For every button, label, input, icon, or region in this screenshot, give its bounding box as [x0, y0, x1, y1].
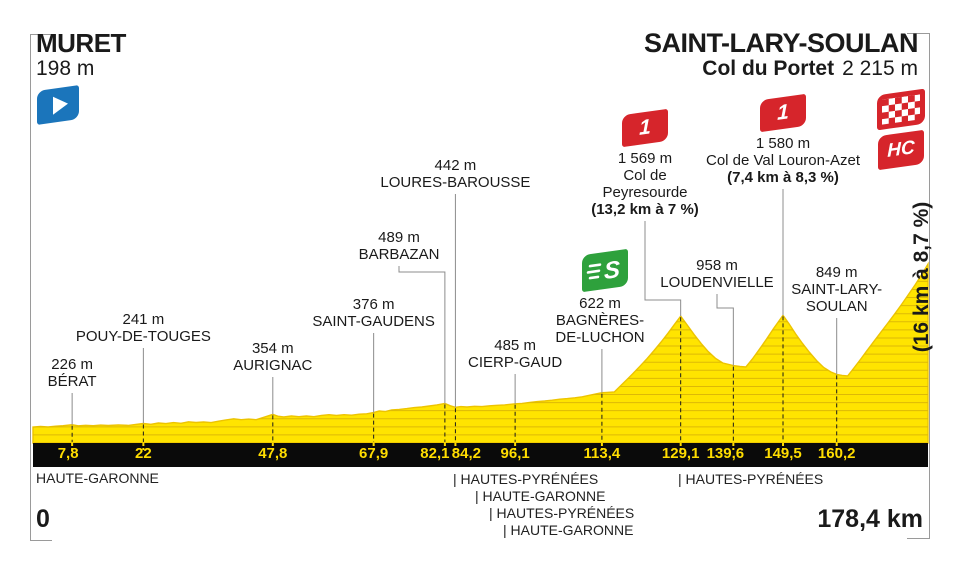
waypoint-label: 1 580 m Col de Val Louron-Azet (7,4 km à 8… — [706, 135, 860, 186]
department-label: HAUTE-GARONNE — [36, 470, 159, 486]
waypoint-text: BAGNÈRES- — [555, 312, 645, 329]
km-tick-label: 139,6 — [706, 445, 745, 462]
km-tick-label: 113,4 — [583, 445, 621, 462]
bottom-right-bracket-arm — [907, 538, 930, 539]
waypoint-text: CIERP-GAUD — [468, 354, 563, 371]
top-right-bracket-arm — [907, 33, 930, 34]
finish-elevation: 2 215 m — [842, 57, 918, 80]
km-tick-label: 96,1 — [500, 445, 530, 462]
waypoint-label: 442 m LOURES-BAROUSSE — [380, 157, 530, 191]
waypoint-text: 442 m — [434, 157, 477, 174]
department-label: | HAUTES-PYRÉNÉES — [489, 505, 635, 521]
climb-gradient-text: (7,4 km à 8,3 %) — [727, 169, 839, 186]
km-tick-label: 47,8 — [258, 445, 288, 462]
waypoint-label: 958 m LOUDENVIELLE — [660, 257, 773, 291]
waypoint-text: 1 569 m — [617, 150, 673, 167]
waypoint-label: 485 m CIERP-GAUD — [468, 337, 562, 371]
department-label: | HAUTES-PYRÉNÉES — [678, 471, 824, 487]
km-axis-bar — [33, 443, 928, 467]
km-tick-label: 67,9 — [359, 445, 389, 462]
start-elevation: 198 m — [36, 57, 95, 80]
waypoint-text: SOULAN — [805, 298, 868, 315]
waypoint-label: 849 m SAINT-LARY- SOULAN — [791, 264, 882, 315]
waypoint-text: 1 580 m — [755, 135, 811, 152]
left-bracket-line — [30, 34, 31, 541]
department-label: | HAUTES-PYRÉNÉES — [453, 471, 599, 487]
waypoint-label: 241 m POUY-DE-TOUGES — [76, 311, 211, 345]
waypoint-text: LOUDENVIELLE — [660, 274, 774, 291]
waypoint-text: AURIGNAC — [233, 357, 313, 374]
sprint-icon: S — [586, 256, 620, 285]
km-start-label: 0 — [36, 505, 50, 533]
top-left-bracket-arm — [30, 34, 52, 35]
right-bracket-line — [929, 33, 930, 539]
waypoint-text: 849 m — [815, 264, 858, 281]
finish-header: SAINT-LARY-SOULAN Col du Portet 2 215 m — [644, 28, 919, 81]
department-label: | HAUTE-GARONNE — [475, 488, 606, 504]
finish-location: Col du Portet — [702, 57, 835, 80]
waypoint-text: 354 m — [251, 340, 294, 357]
waypoint-text: Col de — [623, 167, 667, 184]
km-tick-label: 160,2 — [817, 445, 856, 462]
waypoint-text: 485 m — [494, 337, 536, 354]
waypoint-text: 226 m — [51, 356, 93, 373]
category-1-badge: 1 — [760, 93, 806, 133]
waypoint-text: 958 m — [696, 257, 738, 274]
waypoint-text: LOURES-BAROUSSE — [380, 174, 531, 191]
svg-text:S: S — [604, 256, 620, 285]
waypoint-text: SAINT-LARY- — [791, 281, 883, 298]
sprint-badge: S — [582, 248, 628, 293]
km-tick-label: 84,2 — [451, 445, 482, 462]
waypoint-label: 226 m BÉRAT — [48, 356, 97, 390]
km-tick-label: 22 — [135, 445, 152, 462]
km-tick-label: 149,5 — [764, 445, 802, 462]
waypoint-label: 376 m SAINT-GAUDENS — [312, 296, 435, 330]
waypoint-label: 354 m AURIGNAC — [233, 340, 312, 374]
waypoint-text: 241 m — [122, 311, 165, 328]
elevation-area — [32, 261, 929, 444]
waypoint-label: 622 m BAGNÈRES- DE-LUCHON — [555, 295, 644, 346]
category-1-badge: 1 — [622, 108, 668, 148]
km-tick-label: 82,1 — [420, 445, 450, 462]
waypoint-text: 622 m — [579, 295, 621, 312]
department-label: | HAUTE-GARONNE — [503, 522, 634, 538]
waypoint-label: 489 m BARBAZAN — [359, 229, 440, 263]
waypoint-text: Col de Val Louron-Azet — [706, 152, 860, 169]
waypoint-label: 1 569 m Col de Peyresourde (13,2 km à 7 %) — [591, 150, 699, 218]
waypoint-text: Peyresourde — [602, 184, 688, 201]
start-name: MURET — [36, 28, 126, 58]
finish-name: SAINT-LARY-SOULAN — [644, 28, 919, 58]
waypoint-text: DE-LUCHON — [555, 329, 645, 346]
climb-gradient-text: (13,2 km à 7 %) — [591, 201, 699, 218]
finish-subtitle: Col du Portet 2 215 m — [644, 57, 918, 81]
km-total-label: 178,4 km — [817, 505, 923, 533]
bottom-left-bracket-arm — [30, 540, 52, 541]
waypoint-text: SAINT-GAUDENS — [312, 313, 435, 330]
label-leader-line — [716, 294, 734, 366]
waypoint-text: POUY-DE-TOUGES — [75, 328, 211, 345]
label-leader-line — [644, 221, 682, 317]
waypoint-text: 376 m — [352, 296, 395, 313]
waypoint-text: BÉRAT — [47, 373, 97, 390]
label-leader-line — [398, 266, 446, 404]
km-tick-label: 7,8 — [57, 445, 79, 462]
waypoint-text: BARBAZAN — [358, 246, 440, 263]
waypoint-text: 489 m — [378, 229, 420, 246]
start-header: MURET 198 m — [36, 29, 126, 81]
km-tick-label: 129,1 — [661, 445, 700, 462]
